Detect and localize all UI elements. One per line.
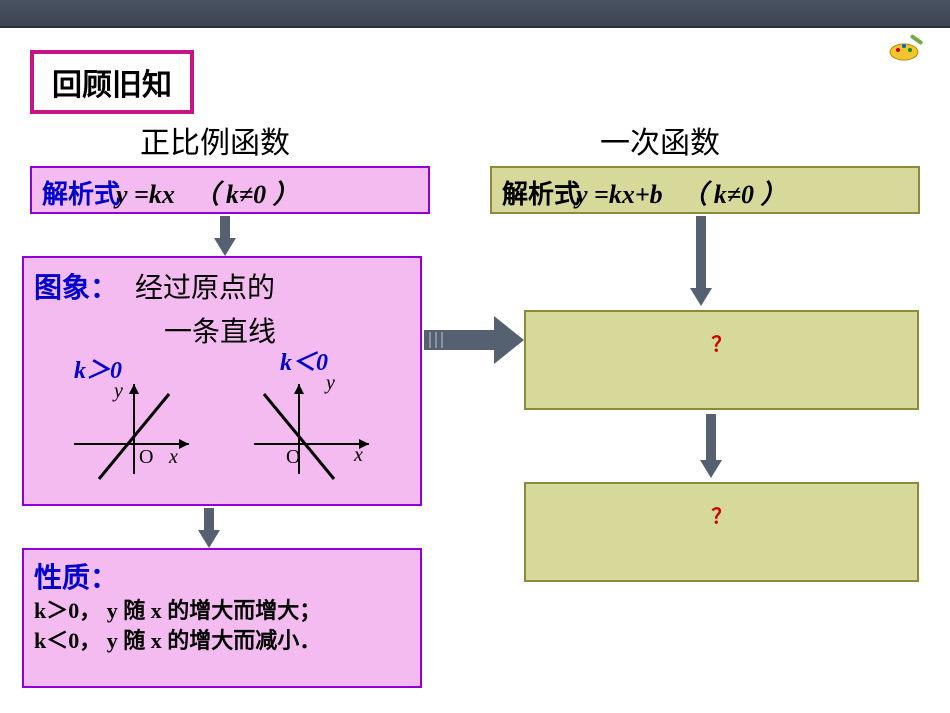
axis-x-2: x xyxy=(354,444,363,467)
graph-desc-1: 经过原点的 xyxy=(135,273,275,304)
right-formula-cond: （ k≠0 ） xyxy=(681,180,786,209)
left-analytic-box: 解析式y =kx （ k≠0 ） xyxy=(30,166,430,214)
arrow-down-3 xyxy=(700,414,720,478)
axis-o-1: O xyxy=(139,446,153,469)
left-formula: y =kx xyxy=(116,180,175,209)
property-line-2: k＜0， y 随 x 的增大而减小． xyxy=(34,626,410,656)
k-negative-label: k＜0 xyxy=(274,350,334,376)
question-mark-1: ？ xyxy=(712,328,732,357)
arrow-down-1 xyxy=(214,216,234,256)
right-graph-placeholder-box: ？ xyxy=(524,310,919,410)
left-column-heading: 正比例函数 xyxy=(140,118,290,162)
arrow-right-1 xyxy=(424,316,524,364)
right-formula: y =kx+b xyxy=(576,180,663,209)
paint-logo xyxy=(884,32,932,62)
analytic-label-left: 解析式 xyxy=(42,180,120,209)
left-property-box: 性质： k＞0， y 随 x 的增大而增大； k＜0， y 随 x 的增大而减小… xyxy=(22,548,422,688)
top-bar xyxy=(0,0,950,28)
analytic-label-right: 解析式 xyxy=(502,180,580,209)
axis-o-2: O xyxy=(286,446,300,469)
left-graph-box: 图象： 经过原点的 一条直线 k＞0 k＜0 y O x y O x xyxy=(22,256,422,506)
graph-desc-2: 一条直线 xyxy=(164,310,410,350)
mini-chart-k-neg xyxy=(244,374,384,484)
axis-y-1: y xyxy=(114,380,123,403)
arrow-down-4 xyxy=(198,508,218,548)
axis-x-1: x xyxy=(169,446,178,469)
property-label: 性质： xyxy=(34,556,410,596)
right-column-heading: 一次函数 xyxy=(600,118,720,162)
slide-title: 回顾旧知 xyxy=(30,50,194,114)
property-line-1: k＞0， y 随 x 的增大而增大； xyxy=(34,596,410,626)
right-analytic-box: 解析式y =kx+b （ k≠0 ） xyxy=(490,166,920,214)
question-mark-2: ？ xyxy=(712,500,732,529)
right-property-placeholder-box: ？ xyxy=(524,482,919,582)
arrow-down-2 xyxy=(690,216,710,306)
mini-chart-k-pos xyxy=(64,374,204,484)
graph-label: 图象： xyxy=(34,273,118,304)
left-formula-cond: （ k≠0 ） xyxy=(193,180,298,209)
axis-y-2: y xyxy=(326,372,335,395)
